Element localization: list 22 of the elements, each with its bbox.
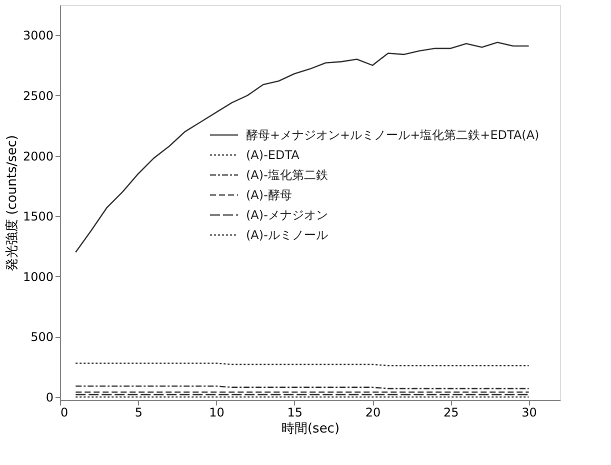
y-tick-label: 2500	[22, 88, 54, 103]
y-tick-label: 500	[30, 330, 54, 344]
x-tick-label: 10	[209, 406, 224, 420]
legend-label: (A)-メナジオン	[246, 208, 328, 222]
x-tick-label: 20	[365, 406, 381, 420]
x-axis-title: 時間(sec)	[281, 422, 340, 436]
legend-label: (A)-塩化第二鉄	[246, 168, 328, 182]
y-axis-title: 発光強度 (counts/sec)	[4, 134, 20, 272]
y-tick-label: 3000	[22, 28, 54, 43]
y-tick-label: 2000	[22, 149, 54, 164]
x-tick-label: 0	[60, 406, 68, 420]
legend-label: 酵母+メナジオン+ルミノール+塩化第二鉄+EDTA(A)	[246, 128, 540, 142]
x-tick-label: 5	[134, 406, 142, 420]
x-tick-label: 30	[522, 406, 537, 420]
y-tick-label: 1000	[22, 270, 54, 284]
x-tick-label: 15	[287, 406, 303, 420]
legend-label: (A)-EDTA	[246, 148, 300, 162]
x-tick-label: 25	[443, 406, 459, 420]
y-tick-label: 1500	[22, 210, 54, 224]
y-tick-label: 0	[46, 390, 54, 404]
legend-label: (A)-酵母	[246, 188, 292, 202]
legend-label: (A)-ルミノール	[246, 228, 328, 242]
